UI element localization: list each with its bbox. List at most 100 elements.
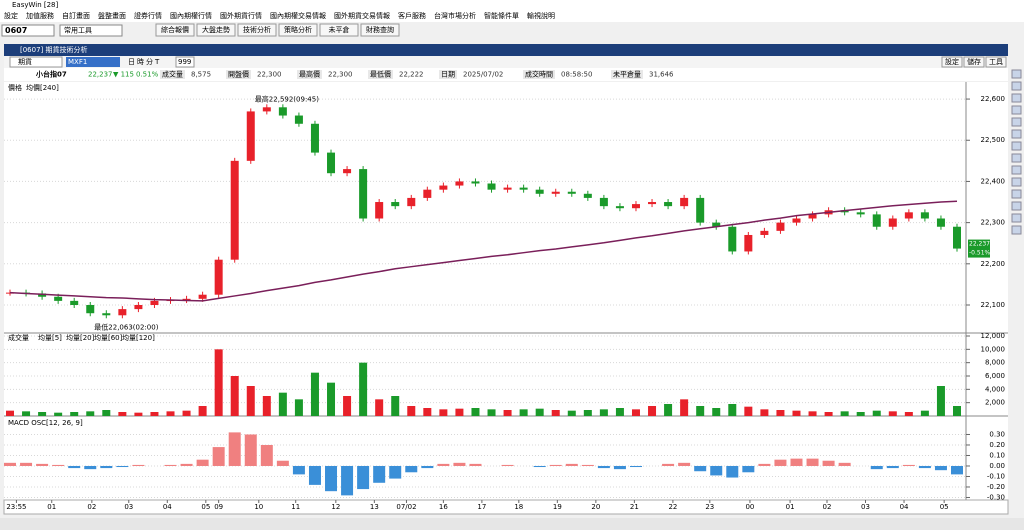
x-tick-label: 03 [861, 503, 870, 511]
market-box[interactable] [9, 56, 63, 68]
tool-icon[interactable] [1011, 117, 1022, 127]
tool-icon[interactable] [1011, 165, 1022, 175]
volume-bar [375, 399, 384, 416]
toolbar-button[interactable] [360, 23, 400, 37]
macd-bar [180, 463, 193, 466]
tool-icon[interactable] [1011, 213, 1022, 223]
legend-average: 均量[5] [38, 333, 62, 342]
candle [583, 193, 592, 198]
macd-bar [822, 460, 835, 466]
action-button[interactable] [963, 56, 985, 68]
volume-bar [567, 410, 576, 416]
toolbar-button[interactable] [319, 23, 359, 37]
volume-bar [936, 386, 945, 416]
menu-item[interactable]: 設定 [4, 11, 18, 20]
candle [343, 169, 352, 174]
tool-icon[interactable] [1011, 189, 1022, 199]
period[interactable]: T [154, 58, 160, 66]
volume-bar [728, 404, 737, 416]
volume-bar [648, 406, 657, 416]
volume-bar [920, 410, 929, 416]
menu-item[interactable]: 盤整畫面 [98, 11, 126, 20]
tool-icon[interactable] [1011, 141, 1022, 151]
y-tick-label: 0.20 [989, 441, 1005, 449]
tool-icon[interactable] [1011, 93, 1022, 103]
macd-bar [84, 465, 97, 470]
macd-bar [758, 463, 771, 466]
toolbar [0, 22, 1024, 38]
toolbar-button[interactable] [196, 23, 236, 37]
candle [439, 185, 448, 190]
period[interactable]: 分 [146, 57, 153, 66]
volume-bar [246, 386, 255, 416]
candle [471, 181, 480, 184]
symbol-box[interactable] [66, 57, 120, 67]
candle [455, 181, 464, 186]
action-button[interactable] [941, 56, 963, 68]
y-tick-label: 10,000 [981, 345, 1006, 353]
macd-bar [20, 462, 33, 466]
menu-item[interactable]: 客戶服務 [398, 11, 426, 20]
tool-icon[interactable] [1011, 129, 1022, 139]
menu-item[interactable]: 台灣市場分析 [434, 11, 476, 20]
macd-bar [244, 434, 257, 466]
field-value: 8,575 [191, 71, 211, 79]
macd-bar [469, 463, 482, 466]
tools-box[interactable] [59, 24, 123, 37]
volume-bar [294, 399, 303, 416]
menu-item[interactable]: 智能條件單 [484, 11, 519, 20]
macd-bar [100, 465, 113, 469]
macd-bar [806, 458, 819, 466]
volume-bar [22, 411, 31, 416]
candle [359, 169, 368, 219]
menu-item[interactable]: 輸視說明 [527, 11, 555, 20]
period[interactable]: 時 [137, 58, 144, 66]
code: 0607 [5, 26, 27, 35]
macd-bar [710, 465, 723, 476]
volume-bar [439, 409, 448, 416]
toolbar-button[interactable] [237, 23, 277, 37]
toolbar-button[interactable] [278, 23, 318, 37]
toolbar-button[interactable] [155, 23, 195, 37]
action-button[interactable] [985, 56, 1007, 68]
volume-bar [744, 406, 753, 416]
tool-icon[interactable] [1011, 153, 1022, 163]
candle [680, 197, 689, 207]
last-tag [968, 239, 990, 258]
macd-bar [453, 462, 466, 466]
tools: 常用工具 [64, 26, 92, 35]
macd-bar [132, 464, 145, 466]
tool-icon[interactable] [1011, 201, 1022, 211]
quote-price: 22,237 [88, 71, 113, 79]
action-label: 設定 [945, 57, 959, 66]
count-box [175, 56, 195, 68]
menu-item[interactable]: 國外期貨交易情報 [334, 11, 390, 20]
x-tick-label: 17 [477, 503, 486, 511]
menu-item[interactable]: 自訂畫面 [62, 11, 90, 20]
macd-bar [613, 465, 626, 470]
macd-bar [116, 465, 129, 468]
tool-icon[interactable] [1011, 81, 1022, 91]
menu-item[interactable]: 國內期權行情 [170, 11, 212, 20]
tool-icon[interactable] [1011, 225, 1022, 235]
tool-icon[interactable] [1011, 177, 1022, 187]
menu-item[interactable]: 證券行情 [134, 11, 162, 20]
candle [38, 293, 47, 297]
field-label-bg [611, 70, 643, 79]
macd-bar [597, 465, 610, 469]
field-label: 成交時間 [525, 70, 553, 79]
volume-bar [391, 396, 400, 416]
tool-icon[interactable] [1011, 105, 1022, 115]
period[interactable]: 日 [128, 58, 135, 66]
menu-item[interactable]: 加值服務 [26, 11, 54, 20]
volume-bar [471, 408, 480, 416]
macd-bar [341, 465, 354, 496]
legend-ma: 均價[240] [26, 83, 59, 92]
volume-bar [551, 410, 560, 416]
tool-icon[interactable] [1011, 69, 1022, 79]
menu-item[interactable]: 國內期權交易情報 [270, 11, 326, 20]
y-tick-label: 22,600 [981, 95, 1006, 103]
menu-item[interactable]: 國外期貨行情 [220, 11, 262, 20]
code-box[interactable] [1, 24, 55, 37]
panel-title: [0607] 期貨技術分析 [20, 45, 88, 54]
